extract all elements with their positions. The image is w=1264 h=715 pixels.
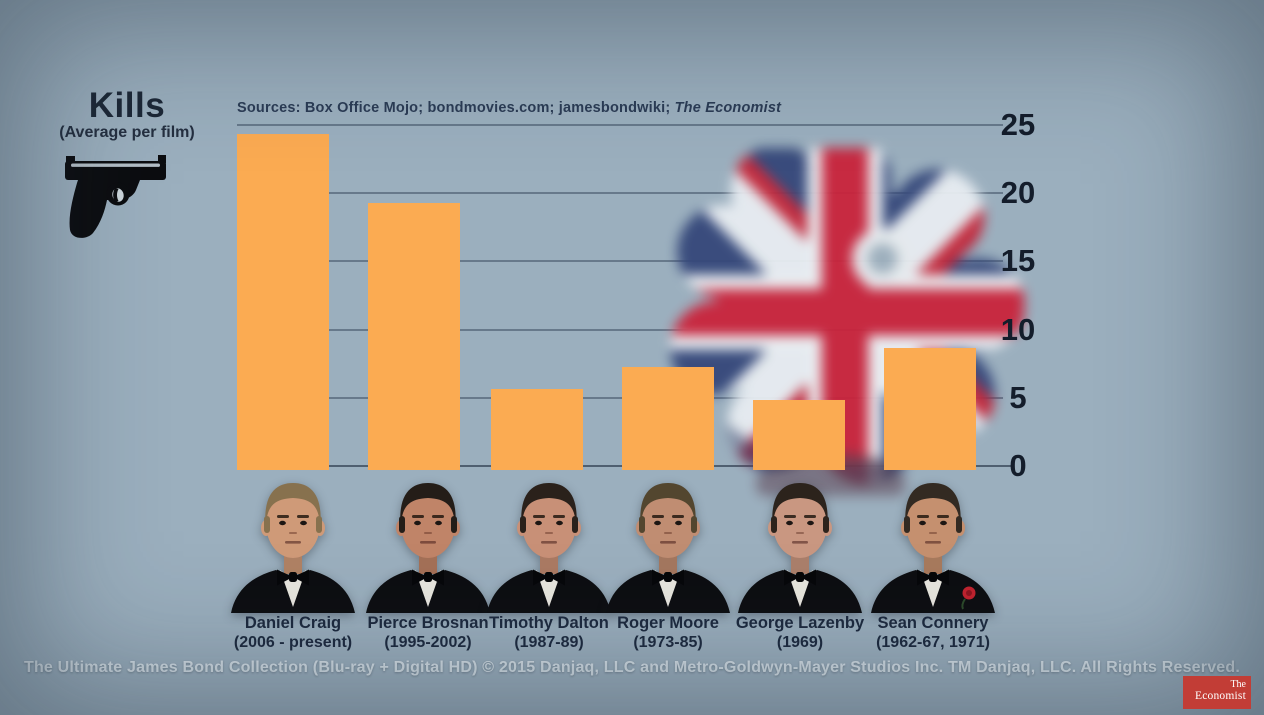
actor-name: Sean Connery — [877, 614, 989, 632]
actor-label: Timothy Dalton (1987-89) — [454, 613, 644, 653]
actor-label: Roger Moore (1973-85) — [573, 613, 763, 653]
actor-name: Roger Moore — [617, 614, 719, 632]
y-tick-label: 10 — [1000, 312, 1036, 347]
economist-logo-line2: Economist — [1195, 690, 1246, 702]
y-tick-label: 20 — [1000, 175, 1036, 210]
actor-name: George Lazenby — [735, 614, 865, 632]
chart-title: Kills — [88, 86, 166, 125]
actor-years: (1987-89) — [514, 634, 584, 651]
pistol-icon — [65, 155, 166, 238]
gridline-10 — [237, 329, 1003, 331]
bar — [491, 388, 583, 470]
actor-label: Daniel Craig (2006 - present) — [198, 613, 388, 653]
actor-avatar — [738, 483, 862, 613]
y-tick-label: 5 — [1009, 380, 1027, 415]
actor-years: (1973-85) — [633, 634, 703, 651]
actor-avatar — [871, 483, 995, 613]
actor-avatar — [231, 483, 355, 613]
bar — [622, 366, 714, 470]
y-tick-label: 25 — [1000, 107, 1036, 142]
chart-subtitle: (Average per film) — [59, 124, 195, 141]
actor-label: Pierce Brosnan (1995-2002) — [333, 613, 523, 653]
actor-label: Sean Connery (1962-67, 1971) — [838, 613, 1028, 653]
actor-years: (1962-67, 1971) — [876, 634, 990, 651]
actor-years: (1995-2002) — [384, 634, 472, 651]
actor-years: (2006 - present) — [233, 634, 353, 651]
actor-name: Daniel Craig — [244, 614, 342, 632]
bar — [237, 133, 329, 470]
bar — [884, 347, 976, 470]
sources-note: Sources: Box Office Mojo; bondmovies.com… — [237, 100, 782, 116]
actor-avatar — [606, 483, 730, 613]
gridline-5 — [237, 397, 1003, 399]
actor-name: Pierce Brosnan — [367, 614, 489, 632]
copyright-text: The Ultimate James Bond Collection (Blu-… — [23, 659, 1241, 676]
actor-avatar — [366, 483, 490, 613]
actor-avatar — [487, 483, 611, 613]
gridline-15 — [237, 260, 1003, 262]
y-tick-label: 0 — [1009, 448, 1027, 483]
gridline-20 — [237, 192, 1003, 194]
actor-label: George Lazenby (1969) — [705, 613, 895, 653]
gridline-25 — [237, 124, 1003, 126]
bar — [368, 203, 460, 470]
y-tick-label: 15 — [1000, 243, 1036, 278]
bar — [753, 399, 845, 470]
actor-name: Timothy Dalton — [489, 614, 609, 632]
economist-logo-line1: The — [1230, 679, 1246, 690]
economist-logo: The Economist — [1183, 676, 1251, 709]
actor-years: (1969) — [776, 634, 824, 651]
